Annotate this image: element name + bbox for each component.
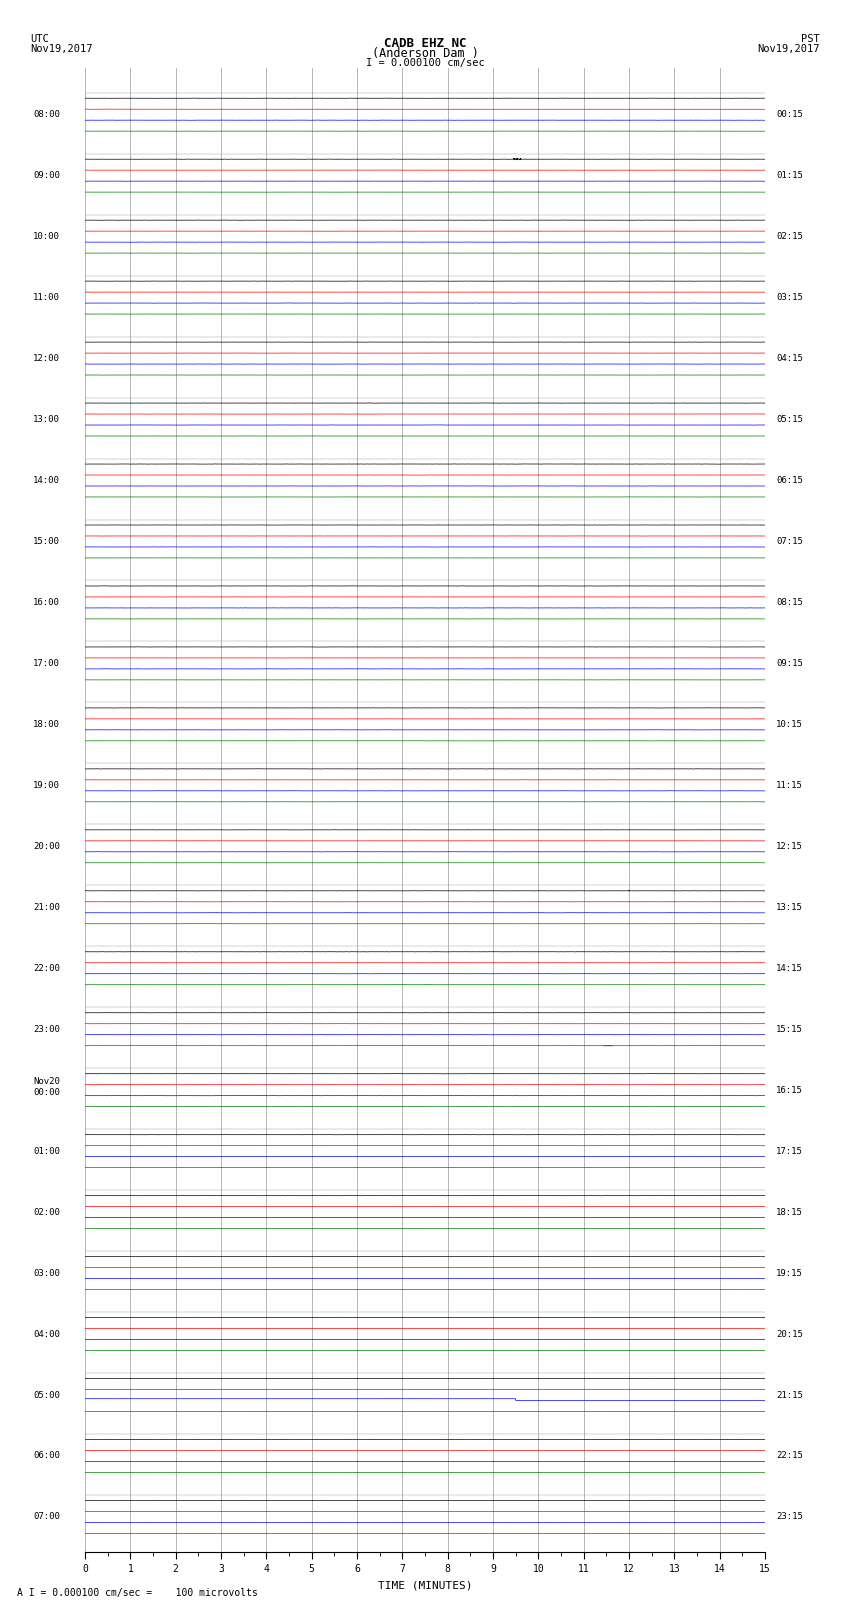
Text: 02:15: 02:15	[776, 232, 803, 240]
Text: 09:15: 09:15	[776, 658, 803, 668]
Text: 01:00: 01:00	[33, 1147, 60, 1155]
Text: I = 0.000100 cm/sec: I = 0.000100 cm/sec	[366, 58, 484, 68]
Text: A I = 0.000100 cm/sec =    100 microvolts: A I = 0.000100 cm/sec = 100 microvolts	[17, 1589, 258, 1598]
Text: (Anderson Dam ): (Anderson Dam )	[371, 47, 479, 60]
Text: 03:15: 03:15	[776, 294, 803, 302]
X-axis label: TIME (MINUTES): TIME (MINUTES)	[377, 1581, 473, 1590]
Text: 01:15: 01:15	[776, 171, 803, 181]
Text: 02:00: 02:00	[33, 1208, 60, 1216]
Text: 13:00: 13:00	[33, 415, 60, 424]
Text: 10:15: 10:15	[776, 719, 803, 729]
Text: 07:00: 07:00	[33, 1513, 60, 1521]
Text: UTC: UTC	[30, 34, 48, 44]
Text: 08:15: 08:15	[776, 598, 803, 606]
Text: 17:00: 17:00	[33, 658, 60, 668]
Text: 14:00: 14:00	[33, 476, 60, 486]
Text: 19:00: 19:00	[33, 781, 60, 790]
Text: 20:15: 20:15	[776, 1329, 803, 1339]
Text: 03:00: 03:00	[33, 1268, 60, 1277]
Text: CADB EHZ NC: CADB EHZ NC	[383, 37, 467, 50]
Text: 16:00: 16:00	[33, 598, 60, 606]
Text: 07:15: 07:15	[776, 537, 803, 545]
Text: 20:00: 20:00	[33, 842, 60, 850]
Text: 16:15: 16:15	[776, 1086, 803, 1095]
Text: 22:15: 22:15	[776, 1452, 803, 1460]
Text: 21:00: 21:00	[33, 903, 60, 911]
Text: 06:00: 06:00	[33, 1452, 60, 1460]
Text: 00:15: 00:15	[776, 110, 803, 119]
Text: 21:15: 21:15	[776, 1390, 803, 1400]
Text: 06:15: 06:15	[776, 476, 803, 486]
Text: 13:15: 13:15	[776, 903, 803, 911]
Text: Nov20
00:00: Nov20 00:00	[33, 1077, 60, 1097]
Text: 18:00: 18:00	[33, 719, 60, 729]
Text: 15:15: 15:15	[776, 1024, 803, 1034]
Text: 19:15: 19:15	[776, 1268, 803, 1277]
Text: 18:15: 18:15	[776, 1208, 803, 1216]
Text: 23:00: 23:00	[33, 1024, 60, 1034]
Text: 15:00: 15:00	[33, 537, 60, 545]
Text: 05:00: 05:00	[33, 1390, 60, 1400]
Text: 14:15: 14:15	[776, 963, 803, 973]
Text: 12:00: 12:00	[33, 355, 60, 363]
Text: 11:15: 11:15	[776, 781, 803, 790]
Text: 17:15: 17:15	[776, 1147, 803, 1155]
Text: 05:15: 05:15	[776, 415, 803, 424]
Text: 22:00: 22:00	[33, 963, 60, 973]
Text: 04:15: 04:15	[776, 355, 803, 363]
Text: 04:00: 04:00	[33, 1329, 60, 1339]
Text: 09:00: 09:00	[33, 171, 60, 181]
Text: 12:15: 12:15	[776, 842, 803, 850]
Text: 11:00: 11:00	[33, 294, 60, 302]
Text: 23:15: 23:15	[776, 1513, 803, 1521]
Text: 10:00: 10:00	[33, 232, 60, 240]
Text: PST: PST	[802, 34, 820, 44]
Text: Nov19,2017: Nov19,2017	[30, 44, 93, 53]
Text: Nov19,2017: Nov19,2017	[757, 44, 820, 53]
Text: 08:00: 08:00	[33, 110, 60, 119]
